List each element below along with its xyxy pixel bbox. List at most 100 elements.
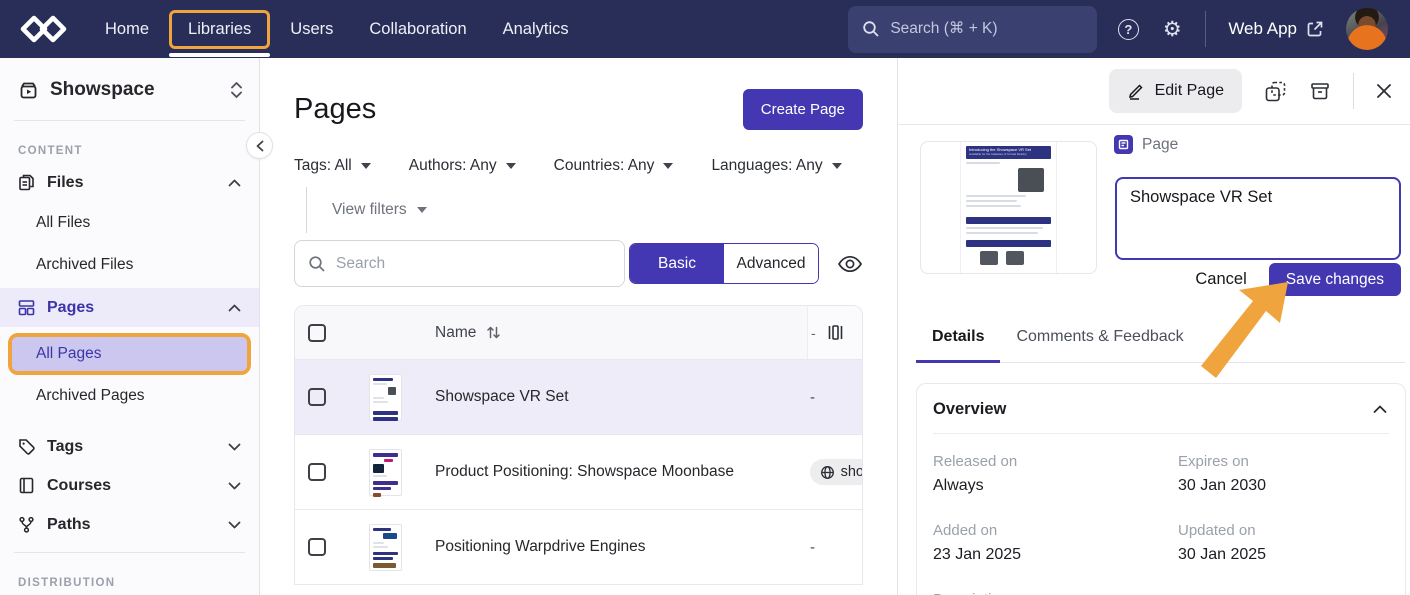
page-title-input[interactable]: Showspace VR Set xyxy=(1115,177,1401,260)
sidebar-item-archived-files[interactable]: Archived Files xyxy=(36,256,134,273)
save-changes-button[interactable]: Save changes xyxy=(1268,263,1401,296)
nav-label: Collaboration xyxy=(369,19,467,38)
chevron-down-icon xyxy=(228,521,241,529)
nav-item-collaboration[interactable]: Collaboration xyxy=(369,0,466,58)
library-name: Showspace xyxy=(50,79,155,100)
app-logo-infinity-icon[interactable] xyxy=(20,15,67,44)
sort-arrows-icon[interactable] xyxy=(486,325,501,340)
filter-countries-dropdown[interactable]: Countries: Any xyxy=(554,157,674,175)
overview-header[interactable]: Overview xyxy=(917,384,1405,433)
chevron-up-icon xyxy=(228,179,241,187)
field-value: 30 Jan 2030 xyxy=(1178,477,1267,494)
sidebar-item-archived-pages[interactable]: Archived Pages xyxy=(36,387,145,404)
row-checkbox[interactable] xyxy=(308,538,326,556)
web-app-link[interactable]: Web App xyxy=(1228,19,1324,39)
table-search-input[interactable] xyxy=(336,254,611,273)
eye-visibility-icon[interactable] xyxy=(837,254,863,274)
page-preview-card[interactable]: Introducing the Showspace VR Set Availabl… xyxy=(920,141,1097,274)
tab-comments-feedback[interactable]: Comments & Feedback xyxy=(1016,328,1184,345)
field-value: 30 Jan 2025 xyxy=(1178,546,1267,563)
library-switcher-icon[interactable] xyxy=(230,81,243,99)
sidebar-group-courses[interactable]: Courses xyxy=(0,466,259,505)
search-icon xyxy=(308,255,326,273)
view-filters-toggle[interactable]: View filters xyxy=(332,201,427,219)
filter-languages-dropdown[interactable]: Languages: Any xyxy=(711,157,842,175)
settings-gear-icon[interactable]: ⚙ xyxy=(1159,16,1185,42)
pages-main-area: Pages Create Page Tags: All Authors: Any… xyxy=(260,58,897,595)
cancel-button[interactable]: Cancel xyxy=(1195,270,1247,288)
nav-item-home[interactable]: Home xyxy=(105,0,149,58)
panel-tabs: Details Comments & Feedback xyxy=(916,328,1405,363)
sidebar-group-paths[interactable]: Paths xyxy=(0,505,259,544)
nav-label: Users xyxy=(290,19,334,38)
select-all-checkbox[interactable] xyxy=(308,323,326,342)
tab-details[interactable]: Details xyxy=(916,328,1001,363)
nav-label: Libraries xyxy=(188,19,252,38)
basic-mode-button[interactable]: Basic xyxy=(630,244,724,283)
panel-header: Edit Page xyxy=(898,58,1410,125)
row-meta-value: - xyxy=(810,538,815,556)
page-details-panel: Edit Page Introducing the Showspace VR S… xyxy=(897,58,1410,595)
row-checkbox[interactable] xyxy=(308,463,326,481)
topbar-divider xyxy=(1205,11,1207,47)
nav-item-analytics[interactable]: Analytics xyxy=(503,0,569,58)
nav-item-users[interactable]: Users xyxy=(290,0,333,58)
overview-divider xyxy=(933,433,1389,434)
caret-down-icon xyxy=(505,163,516,169)
page-thumbnail xyxy=(369,373,402,421)
table-header-row: Name - xyxy=(295,306,862,360)
table-row[interactable]: Showspace VR Set - xyxy=(295,360,862,435)
page-thumbnail xyxy=(369,448,402,497)
pages-icon xyxy=(17,298,36,317)
field-expires-on: Expires on 30 Jan 2030 xyxy=(1178,453,1389,495)
create-page-button[interactable]: Create Page xyxy=(742,89,863,130)
table-row[interactable]: Positioning Warpdrive Engines - xyxy=(295,510,862,585)
book-icon xyxy=(17,476,36,495)
chevron-down-icon xyxy=(228,482,241,490)
sidebar-group-files[interactable]: Files xyxy=(0,163,259,202)
sidebar-item-all-pages[interactable]: All Pages xyxy=(12,337,247,371)
caret-down-icon xyxy=(416,207,427,213)
global-search-input[interactable] xyxy=(890,20,1091,38)
courses-label: Courses xyxy=(47,476,112,494)
row-checkbox[interactable] xyxy=(308,388,326,406)
truncated-column-header: - xyxy=(811,324,816,341)
sidebar-divider xyxy=(14,120,245,121)
annotation-highlight-box: All Pages xyxy=(8,333,251,375)
annotation-highlight-box: Libraries xyxy=(169,9,271,49)
edit-page-button[interactable]: Edit Page xyxy=(1108,69,1242,113)
tag-chip-label: sho xyxy=(840,464,863,480)
name-column-header: Name xyxy=(435,323,477,341)
advanced-mode-button[interactable]: Advanced xyxy=(724,244,818,283)
sidebar-group-tags[interactable]: Tags xyxy=(0,427,259,466)
tag-chip[interactable]: sho xyxy=(809,459,863,485)
user-avatar[interactable] xyxy=(1346,8,1388,50)
sidebar-collapse-button[interactable] xyxy=(246,132,273,159)
close-icon[interactable] xyxy=(1376,83,1392,99)
topbar-right-cluster: ? ⚙ Web App xyxy=(848,5,1388,53)
duplicate-icon[interactable] xyxy=(1264,80,1287,103)
web-app-label: Web App xyxy=(1228,19,1297,38)
chevron-up-icon xyxy=(228,304,241,312)
library-icon xyxy=(18,80,39,101)
top-navigation-bar: Home Libraries Users Collaboration Analy… xyxy=(0,0,1410,58)
archive-icon[interactable] xyxy=(1309,80,1331,102)
nav-item-libraries[interactable]: Libraries xyxy=(169,0,271,58)
active-tab-indicator xyxy=(169,53,271,57)
help-icon[interactable]: ? xyxy=(1115,16,1141,42)
library-sidebar: Showspace CONTENT Files All Files Archiv… xyxy=(0,58,273,595)
globe-icon xyxy=(820,465,835,480)
library-switcher[interactable]: Showspace xyxy=(0,58,259,120)
page-thumbnail xyxy=(369,523,402,571)
row-meta-value: - xyxy=(810,388,815,406)
chevron-up-icon xyxy=(1373,405,1387,414)
table-row[interactable]: Product Positioning: Showspace Moonbase … xyxy=(295,435,862,510)
sidebar-item-all-files[interactable]: All Files xyxy=(36,214,91,231)
filter-authors-dropdown[interactable]: Authors: Any xyxy=(409,157,516,175)
manage-columns-icon[interactable] xyxy=(826,323,845,342)
table-search[interactable] xyxy=(294,240,625,287)
global-search[interactable] xyxy=(848,5,1098,53)
sidebar-group-pages[interactable]: Pages xyxy=(0,288,259,327)
page-preview-thumbnail: Introducing the Showspace VR Set Availabl… xyxy=(961,142,1056,273)
filter-tags-dropdown[interactable]: Tags: All xyxy=(294,157,371,175)
